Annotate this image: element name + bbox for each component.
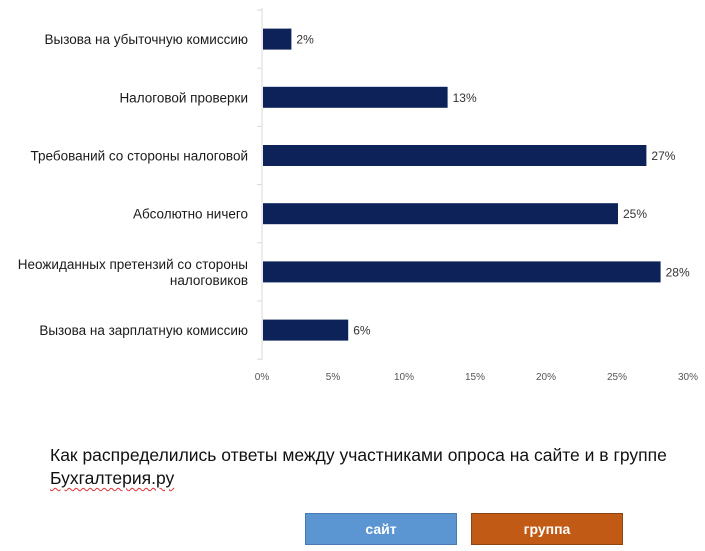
bar-value-label: 6% <box>353 324 371 338</box>
site-button-label: сайт <box>365 521 397 537</box>
bar <box>263 28 292 50</box>
bar <box>263 203 618 225</box>
bars-layer <box>263 28 661 341</box>
bar-value-label: 25% <box>623 207 647 221</box>
site-button[interactable]: сайт <box>305 513 457 545</box>
group-button-label: группа <box>523 521 571 537</box>
x-tick-label: 25% <box>607 372 627 383</box>
bar-value-label: 13% <box>453 91 477 105</box>
x-tick-label: 0% <box>255 372 270 383</box>
axis-layer <box>257 8 263 360</box>
bar <box>263 86 448 108</box>
category-label: Вызова на зарплатную комиссию <box>39 323 248 338</box>
category-label: Налоговой проверки <box>119 90 248 105</box>
category-label: Требований со стороны налоговой <box>31 149 249 164</box>
bar-value-label: 28% <box>666 265 690 279</box>
x-tick-label: 30% <box>678 372 698 383</box>
bar-value-label: 27% <box>651 149 675 163</box>
bar-chart: 2% Вызова на убыточную комиссию 13% Налогов… <box>18 8 698 383</box>
x-tick-label: 5% <box>326 372 341 383</box>
caption-line-1: Как распределились ответы между участник… <box>50 445 667 465</box>
bar <box>263 319 349 341</box>
x-tick-label: 20% <box>536 372 556 383</box>
x-tick-label: 10% <box>394 372 414 383</box>
chart-caption: Как распределились ответы между участник… <box>50 444 690 490</box>
bar-value-label: 2% <box>296 33 314 47</box>
bar <box>263 145 647 166</box>
group-button[interactable]: группа <box>471 513 623 545</box>
labels-layer: 2% Вызова на убыточную комиссию 13% Налогов… <box>18 32 698 383</box>
bar <box>263 261 661 283</box>
category-label: Неожиданных претензий со стороны налогови… <box>18 257 248 288</box>
caption-line-2: Бухгалтерия.ру <box>50 468 175 488</box>
x-tick-label: 15% <box>465 372 485 383</box>
category-label: Вызова на убыточную комиссию <box>45 32 249 47</box>
category-label: Абсолютно ничего <box>133 207 248 222</box>
